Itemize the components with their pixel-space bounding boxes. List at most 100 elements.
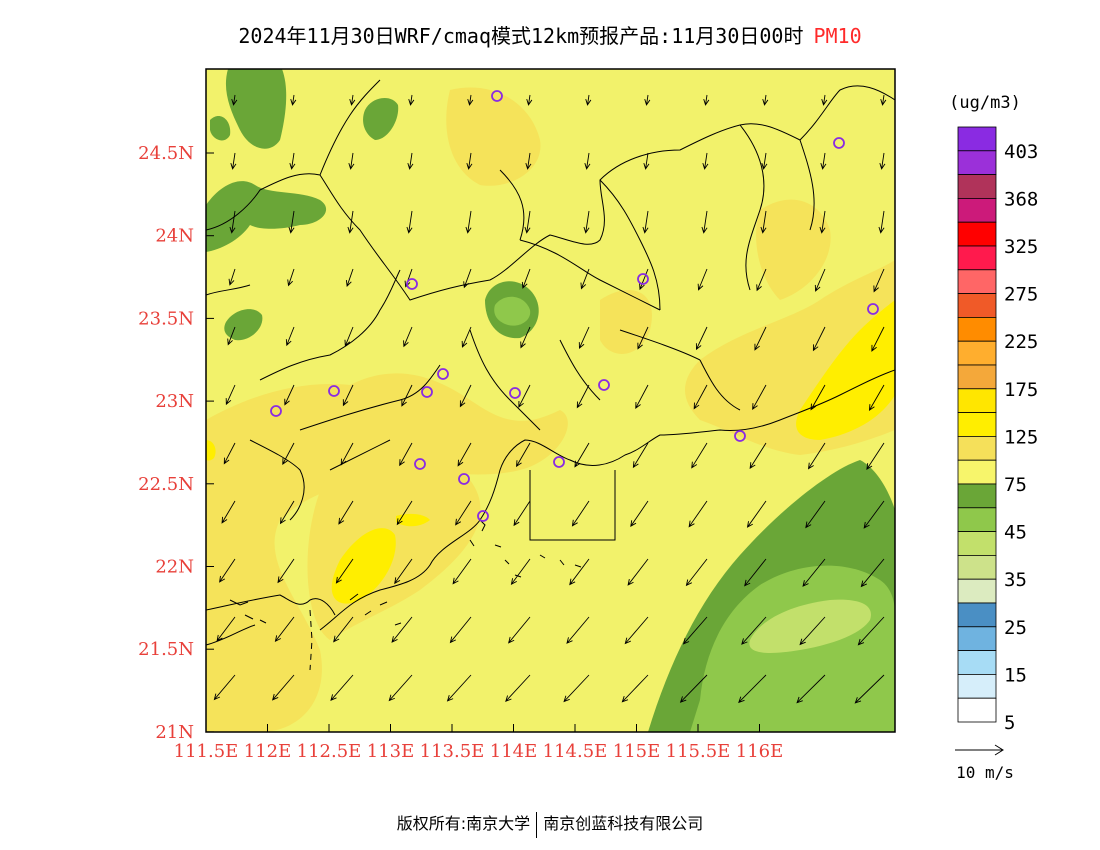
wind-arrow xyxy=(521,268,531,289)
wind-arrow xyxy=(518,384,531,408)
wind-arrow xyxy=(821,94,828,106)
wind-arrow xyxy=(277,558,295,584)
monitoring-station xyxy=(734,430,746,442)
monitoring-station xyxy=(867,303,879,315)
wind-arrow xyxy=(566,616,590,644)
wind-arrow xyxy=(391,616,413,643)
wind-arrow xyxy=(643,152,650,170)
wind-arrow xyxy=(703,94,710,106)
legend-swatch xyxy=(957,126,997,152)
legend-label: 325 xyxy=(1004,236,1038,258)
wind-arrow xyxy=(701,210,708,234)
legend-swatch xyxy=(957,483,997,509)
wind-arrow xyxy=(272,674,295,701)
wind-arrow xyxy=(749,442,767,470)
wind-arrow xyxy=(812,326,826,352)
wind-arrow xyxy=(465,210,472,234)
footer-separator xyxy=(536,811,538,838)
wind-arrow xyxy=(524,210,531,234)
wind-arrow xyxy=(279,500,295,525)
wind-arrow xyxy=(866,442,885,470)
wind-arrow xyxy=(229,210,236,234)
wind-arrow xyxy=(691,442,708,469)
wind-arrow xyxy=(401,384,413,407)
monitoring-station xyxy=(598,379,610,391)
lon-tick-label: 115E xyxy=(613,741,661,762)
wind-arrow xyxy=(563,674,590,703)
legend-swatch xyxy=(957,697,997,723)
lon-tick-label: 111.5E xyxy=(174,741,239,762)
wind-arrow xyxy=(225,384,236,406)
wind-arrow xyxy=(585,94,592,106)
wind-arrow xyxy=(578,326,590,350)
wind-arrow xyxy=(213,674,236,701)
band-100-spot xyxy=(396,513,430,527)
legend-swatch xyxy=(957,245,997,271)
wind-arrow xyxy=(632,442,649,469)
legend-swatch xyxy=(957,602,997,628)
wind-arrow xyxy=(820,152,827,170)
title-variable: PM10 xyxy=(813,24,862,48)
boundaries xyxy=(206,79,895,671)
wind-arrow xyxy=(216,616,236,642)
legend-label: 225 xyxy=(1004,331,1038,353)
wind-arrow xyxy=(863,500,885,529)
lon-tick-label: 114E xyxy=(490,741,538,762)
county-lines-north xyxy=(319,79,815,311)
wind-arrow xyxy=(688,500,708,528)
legend-label: 45 xyxy=(1004,522,1027,544)
wind-arrow xyxy=(513,500,531,527)
legend-swatch xyxy=(957,555,997,580)
wind-arrow xyxy=(802,558,826,587)
province-boundary-south xyxy=(206,284,336,646)
wind-arrow xyxy=(231,94,238,106)
wind-arrow xyxy=(285,326,295,347)
wind-arrow xyxy=(637,326,649,350)
wind-arrow xyxy=(697,268,708,291)
band-100-edge xyxy=(206,440,216,461)
wind-arrow xyxy=(287,268,295,287)
wind-arrow xyxy=(394,558,413,585)
monitoring-station xyxy=(328,385,340,397)
wind-arrow xyxy=(569,558,590,586)
wind-arrow xyxy=(635,384,649,409)
lat-tick-label: 24N xyxy=(155,226,194,247)
wind-arrow xyxy=(584,152,591,170)
lat-tick-label: 24.5N xyxy=(138,143,194,164)
legend-swatch xyxy=(957,507,997,532)
wind-arrow xyxy=(219,558,236,583)
wind-arrow xyxy=(510,558,531,585)
lon-tick-label: 112.5E xyxy=(297,741,362,762)
wind-arrow xyxy=(333,616,354,643)
title-main: 2024年11月30日WRF/cmaq模式12km预报产品:11月30日00时 xyxy=(238,24,804,48)
legend-swatch xyxy=(957,197,997,223)
color-legend xyxy=(957,126,997,723)
wind-arrow xyxy=(583,210,590,234)
wind-arrow xyxy=(639,268,649,291)
wind-scale: 10 m/s xyxy=(955,744,1014,782)
legend-swatch xyxy=(957,435,997,461)
footer-left: 版权所有:南京大学 xyxy=(396,814,531,833)
legend-label: 368 xyxy=(1004,188,1038,210)
legend-swatch xyxy=(957,674,997,699)
monitoring-station xyxy=(270,405,282,417)
legend-swatch xyxy=(957,269,997,294)
wind-arrow xyxy=(505,674,531,702)
wind-arrow xyxy=(854,674,885,704)
wind-arrow xyxy=(525,152,532,170)
wind-scale-label: 10 m/s xyxy=(956,763,1014,782)
wind-arrow xyxy=(344,326,354,347)
wind-arrow xyxy=(520,326,531,349)
wind-arrow xyxy=(624,616,649,645)
wind-arrow xyxy=(274,616,295,643)
wind-arrow xyxy=(467,94,474,106)
legend-label: 175 xyxy=(1004,379,1038,401)
lon-tick-label: 113E xyxy=(367,741,415,762)
lat-tick-label: 21.5N xyxy=(138,639,194,660)
wind-arrow xyxy=(446,674,472,702)
lat-tick-label: 21N xyxy=(155,722,194,743)
lon-tick-label: 115.5E xyxy=(666,741,731,762)
coastline xyxy=(319,369,895,631)
map-frame xyxy=(205,68,896,733)
wind-arrow xyxy=(399,442,413,467)
